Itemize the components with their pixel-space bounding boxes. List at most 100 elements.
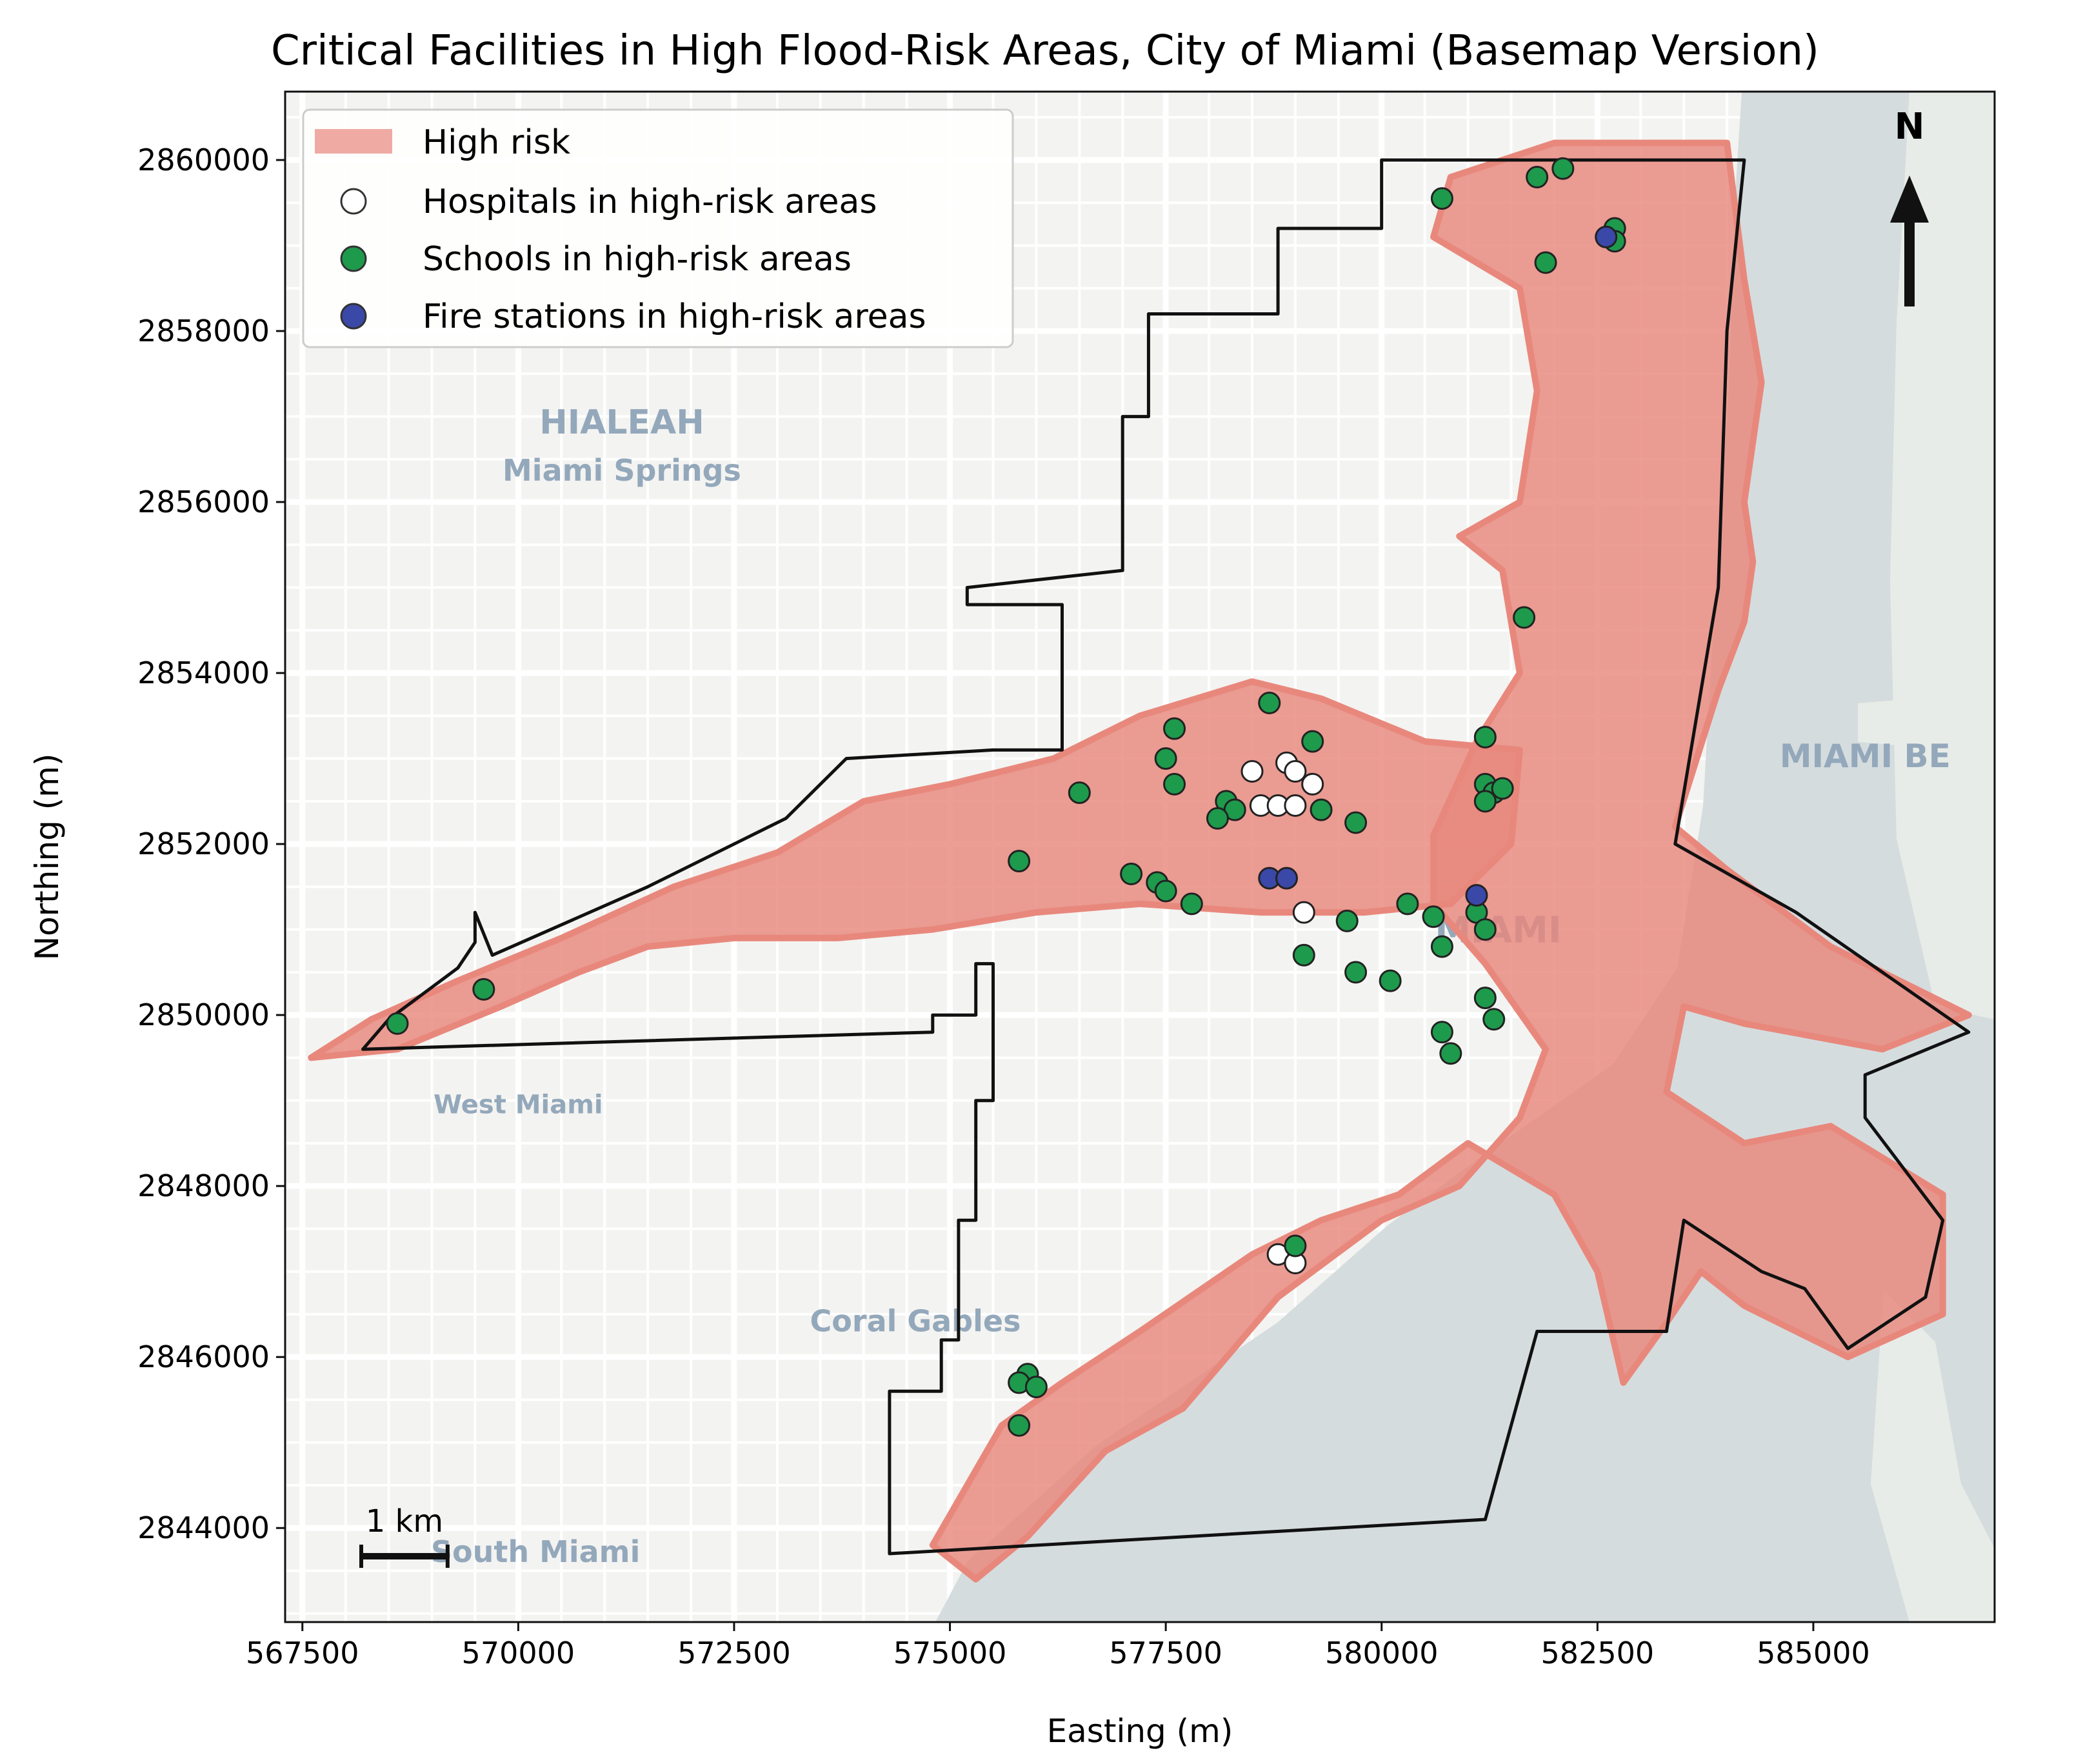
school-marker (1154, 747, 1177, 770)
hospital-marker (1241, 759, 1264, 783)
barrier-island (1890, 92, 1995, 1019)
legend-patch-high-risk (315, 129, 392, 154)
y-axis-ticks: 2844000 2846000 2848000 2850000 2852000 28540… (137, 143, 285, 1545)
school-marker (1430, 1021, 1453, 1044)
axes-frame (284, 90, 1996, 1623)
basemap-label: Miami Shores (1402, 72, 1569, 97)
legend-marker-hospital (340, 188, 367, 215)
school-marker (1473, 918, 1497, 941)
north-arrow-icon (1890, 175, 1929, 306)
x-tick-label: 582500 (1541, 1636, 1655, 1670)
school-marker (1379, 969, 1402, 992)
x-tick-label: 567500 (246, 1636, 359, 1670)
x-tick-label: 572500 (677, 1636, 791, 1670)
watson-island (1858, 697, 1974, 748)
high-risk-area (929, 139, 1972, 1583)
basemap-label: HIALEAH (539, 403, 704, 442)
school-marker (1482, 1008, 1506, 1031)
school-marker (1344, 961, 1368, 984)
school-marker (1154, 879, 1177, 903)
hospital-marker (1301, 772, 1324, 796)
y-axis-label: Northing (m) (28, 754, 66, 961)
school-marker (1180, 892, 1203, 916)
school-marker (1551, 157, 1575, 180)
legend-marker-school (340, 245, 367, 272)
north-arrow-label: N (1895, 106, 1925, 148)
hospital-marker (1284, 794, 1307, 817)
school-marker (1430, 935, 1453, 958)
school-marker (1258, 691, 1281, 714)
y-tick-label: 2848000 (137, 1168, 270, 1203)
school-marker (1120, 863, 1143, 886)
key-island (1871, 1290, 1995, 1622)
school-markers (386, 157, 1626, 1437)
map-canvas[interactable]: Miami Shores HIALEAH Miami Springs MIAMI BE… (285, 72, 1995, 1622)
fire-station-marker (1275, 867, 1299, 890)
y-tick-label: 2858000 (137, 314, 270, 348)
north-arrow: N (1890, 106, 1929, 306)
x-tick-label: 570000 (462, 1636, 575, 1670)
school-marker (1008, 1414, 1031, 1437)
hospital-marker (1292, 901, 1315, 924)
x-tick-label: 577500 (1109, 1636, 1222, 1670)
x-axis-ticks: 567500 570000 572500 575000 577500 580000 5825… (246, 1622, 1870, 1670)
basemap-label: Miami Springs (503, 453, 741, 488)
school-marker (1163, 717, 1186, 740)
y-tick-label: 2850000 (137, 997, 270, 1032)
school-marker (1301, 730, 1324, 753)
school-marker (1439, 1042, 1462, 1065)
legend-marker-fire-station (340, 303, 367, 330)
basemap-label: Coral Gables (810, 1303, 1021, 1338)
scale-bar: 1 km (359, 1503, 450, 1568)
school-marker (1513, 606, 1536, 629)
school-marker (1526, 166, 1549, 189)
school-marker (1491, 777, 1514, 800)
x-tick-label: 575000 (893, 1636, 1007, 1670)
school-marker (1163, 772, 1186, 796)
x-axis-label: Easting (m) (1047, 1712, 1233, 1750)
basemap-label: MIAMI BE (1780, 737, 1951, 775)
school-marker (1284, 1234, 1307, 1258)
hospital-markers (1241, 751, 1324, 1274)
x-tick-label: 585000 (1757, 1636, 1870, 1670)
school-marker (1008, 850, 1031, 873)
fire-station-marker (1465, 884, 1488, 907)
school-marker (1310, 798, 1333, 821)
school-marker (1473, 725, 1497, 748)
basemap-label: West Miami (434, 1090, 603, 1120)
fire-station-markers (1258, 225, 1618, 907)
hospital-marker (1284, 759, 1307, 783)
school-marker (1335, 909, 1359, 932)
school-marker (1068, 781, 1091, 805)
x-tick-label: 580000 (1325, 1636, 1439, 1670)
school-marker (472, 977, 495, 1001)
scale-bar-label: 1 km (366, 1503, 443, 1539)
legend: High risk Hospitals in high-risk areas S… (302, 108, 1014, 348)
legend-label-schools: Schools in high-risk areas (423, 240, 852, 279)
legend-label-high-risk: High risk (423, 123, 570, 162)
y-tick-label: 2844000 (137, 1510, 270, 1545)
y-tick-label: 2846000 (137, 1339, 270, 1374)
school-marker (1292, 943, 1315, 967)
y-tick-label: 2854000 (137, 656, 270, 690)
map-title: Critical Facilities in High Flood-Risk A… (271, 27, 1819, 75)
school-marker (1430, 187, 1453, 210)
y-tick-label: 2860000 (137, 143, 270, 177)
high-risk-areas (308, 139, 1972, 1583)
legend-label-fire-stations: Fire stations in high-risk areas (423, 297, 926, 336)
school-marker (1396, 892, 1419, 916)
school-marker (386, 1012, 409, 1035)
basemap-label: South Miami (431, 1534, 641, 1569)
fire-station-marker (1595, 225, 1618, 248)
school-marker (1344, 811, 1368, 834)
school-marker (1422, 905, 1445, 928)
legend-box (302, 108, 1014, 348)
school-marker (1024, 1376, 1048, 1399)
school-marker (1473, 790, 1497, 813)
y-tick-label: 2852000 (137, 827, 270, 861)
school-marker (1206, 807, 1229, 830)
school-marker (1473, 987, 1497, 1010)
y-tick-label: 2856000 (137, 485, 270, 519)
legend-label-hospitals: Hospitals in high-risk areas (423, 183, 877, 221)
